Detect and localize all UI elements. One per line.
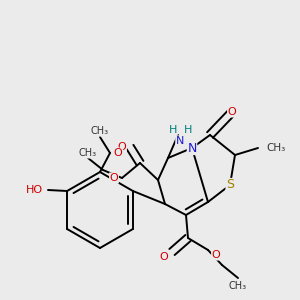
Text: CH₃: CH₃: [229, 281, 247, 291]
Text: CH₃: CH₃: [79, 148, 97, 158]
Text: O: O: [228, 107, 236, 117]
Text: O: O: [114, 148, 122, 158]
Text: S: S: [226, 178, 234, 191]
Text: N: N: [176, 136, 184, 146]
Text: O: O: [110, 173, 118, 183]
Text: O: O: [118, 142, 126, 152]
Text: CH₃: CH₃: [266, 143, 285, 153]
Text: O: O: [160, 252, 168, 262]
Text: H: H: [169, 125, 177, 135]
Text: HO: HO: [26, 185, 43, 195]
Text: N: N: [187, 142, 197, 154]
Text: H: H: [184, 125, 192, 135]
Text: CH₃: CH₃: [91, 126, 109, 136]
Text: O: O: [212, 250, 220, 260]
